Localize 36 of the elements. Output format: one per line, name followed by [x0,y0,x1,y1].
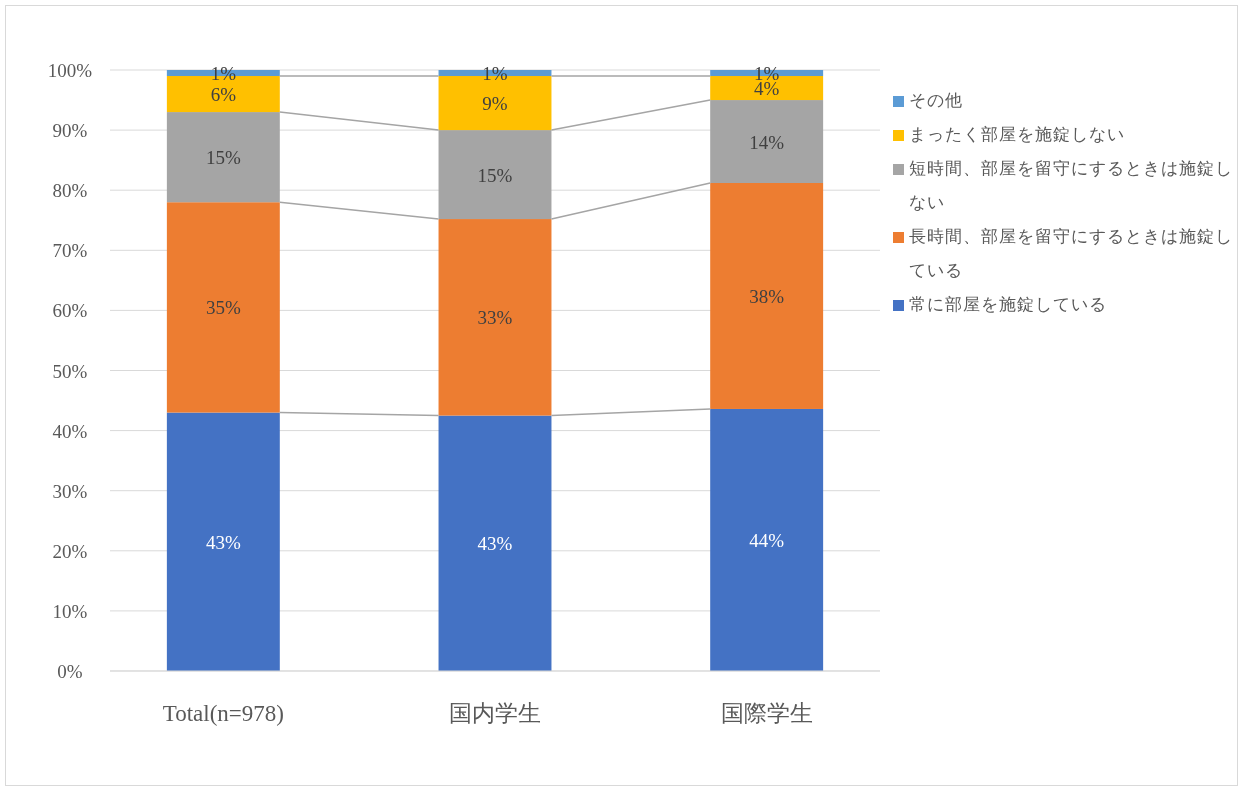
bar [166,412,280,671]
bar [438,219,552,416]
y-tick-label: 0% [57,661,83,682]
data-label: 43% [205,531,241,553]
y-tick-label: 30% [52,480,88,502]
data-label: 15% [477,164,513,186]
x-tick-label: 国内学生 [449,701,541,726]
y-tick-label: 60% [52,300,88,322]
y-tick-label: 100% [47,60,93,81]
legend-label: 長時間、部屋を留守にするときは施錠している [909,226,1234,282]
y-tick-label: 90% [52,120,88,142]
bar [166,202,280,413]
data-label: 6% [210,84,237,106]
y-tick-label: 10% [52,600,88,622]
y-tick-label: 70% [52,240,88,262]
legend-label: 常に部屋を施錠している [909,294,1107,316]
y-tick-label: 50% [52,360,88,382]
bar [710,408,824,671]
y-tick-label: 20% [52,540,88,562]
data-label: 33% [477,307,513,329]
data-label: 35% [205,297,241,319]
data-label: 9% [482,93,508,115]
bar [710,182,824,409]
x-tick-label: Total(n=978) [162,701,284,726]
data-label: 43% [477,533,513,555]
x-tick-label: 国際学生 [720,701,813,726]
legend-label: 短時間、部屋を留守にするときは施錠しない [909,158,1234,214]
y-tick-label: 40% [52,420,88,442]
legend-label: まったく部屋を施錠しない [909,124,1125,146]
data-label: 15% [205,147,241,169]
legend-label: その他 [909,90,963,112]
data-label: 14% [749,131,785,153]
y-tick-label: 80% [52,180,88,202]
data-label: 38% [749,285,785,307]
data-label: 44% [749,529,785,551]
bar [438,415,552,671]
